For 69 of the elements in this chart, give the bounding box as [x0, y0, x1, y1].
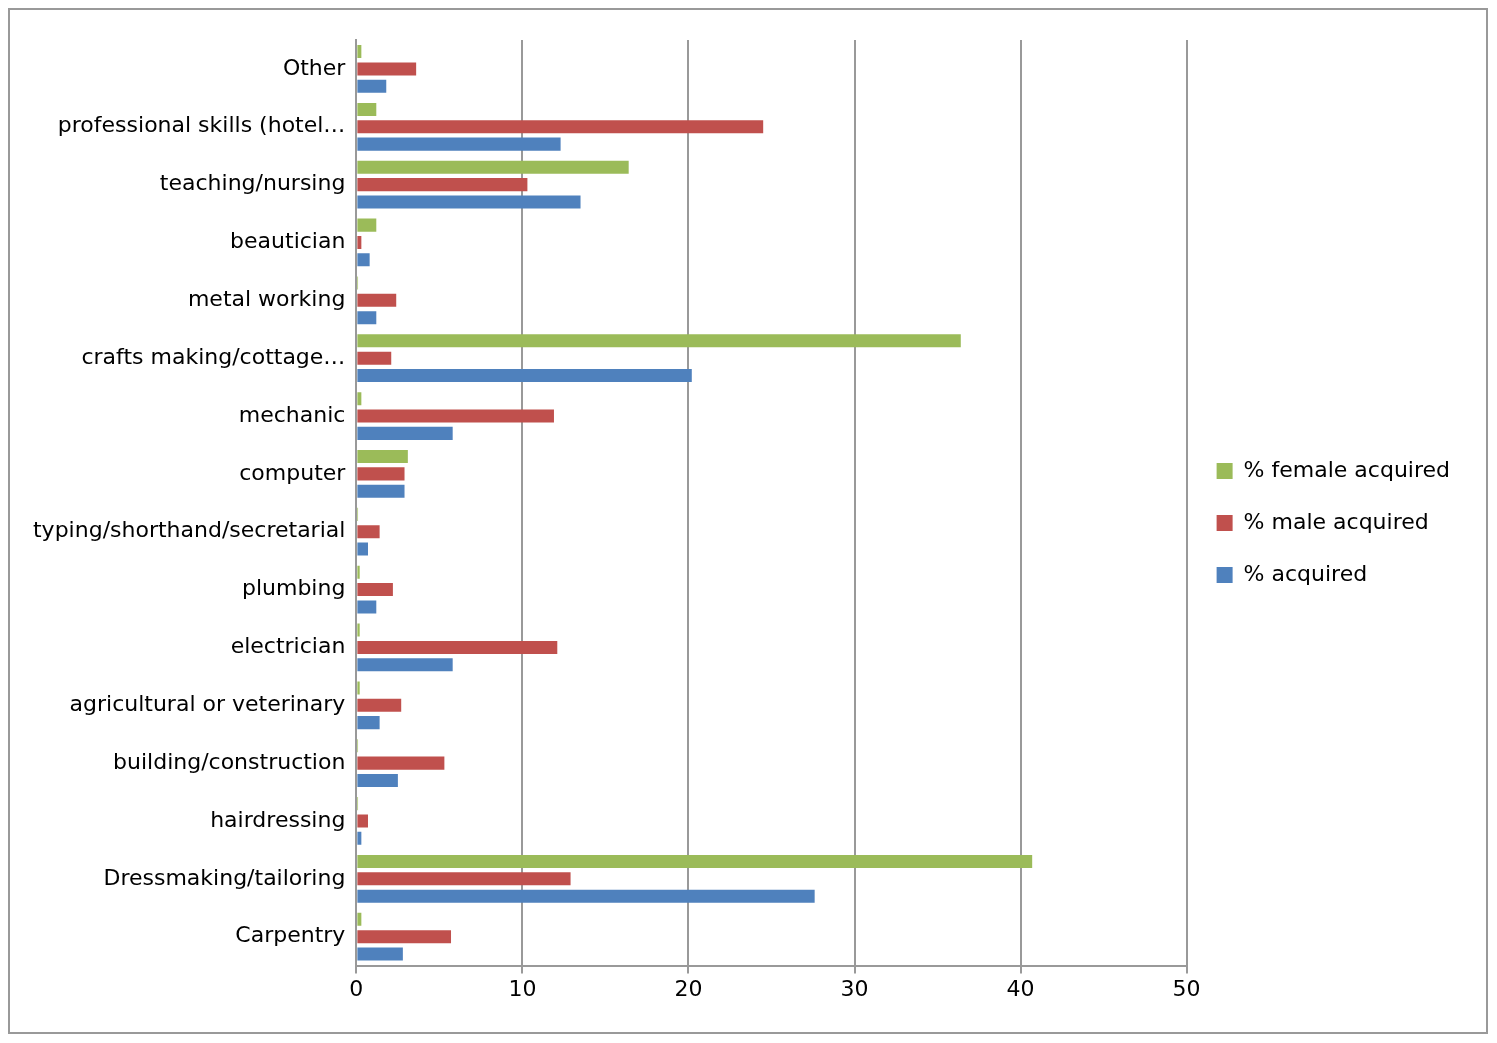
bar [357, 600, 377, 614]
bar [357, 930, 452, 944]
bar [357, 235, 362, 249]
bar [357, 311, 377, 325]
x-tick-label: 0 [349, 975, 364, 1001]
legend-label: % male acquired [1243, 508, 1429, 534]
y-tick-label: computer [239, 459, 347, 485]
bar [357, 542, 368, 556]
y-tick-label: crafts making/cottage… [81, 343, 346, 369]
bar [357, 218, 377, 232]
bar [357, 681, 360, 695]
y-tick-label: Other [282, 54, 347, 80]
bar [357, 409, 554, 423]
y-tick-label: teaching/nursing [159, 170, 346, 196]
bar [357, 525, 380, 539]
bar [357, 392, 362, 406]
bar [357, 253, 370, 267]
y-tick-label: agricultural or veterinary [69, 690, 346, 716]
y-tick-label: plumbing [241, 575, 346, 601]
bar [357, 773, 398, 787]
bar [357, 62, 417, 76]
y-tick-label: electrician [230, 633, 346, 659]
x-tick-label: 30 [840, 975, 869, 1001]
bar [357, 814, 368, 828]
legend-label: % female acquired [1243, 456, 1450, 482]
bar [357, 872, 571, 886]
y-tick-label: hairdressing [210, 806, 346, 832]
bar [357, 426, 453, 440]
bar [357, 640, 558, 654]
bar [357, 195, 581, 209]
y-tick-label: Dressmaking/tailoring [103, 864, 346, 890]
x-tick-label: 50 [1172, 975, 1201, 1001]
bar [357, 351, 392, 365]
y-tick-label: building/construction [113, 748, 346, 774]
bar [357, 484, 405, 498]
bar [357, 178, 528, 192]
bar [357, 45, 362, 59]
bar [357, 334, 961, 348]
y-tick-label: mechanic [238, 401, 346, 427]
bar [357, 583, 393, 597]
bar [357, 716, 380, 730]
legend-label: % acquired [1243, 560, 1368, 586]
bar [357, 137, 561, 151]
bar [357, 756, 445, 770]
bar [357, 831, 362, 845]
bar [357, 160, 629, 174]
bar [357, 623, 360, 637]
bar [357, 565, 360, 579]
bar [357, 102, 377, 116]
bar [357, 79, 387, 93]
bar [357, 947, 403, 961]
bar [357, 854, 1033, 868]
bar [357, 450, 408, 464]
bar [357, 698, 402, 712]
x-tick-label: 20 [674, 975, 703, 1001]
y-tick-label: typing/shorthand/secretarial [33, 517, 346, 543]
x-tick-label: 10 [508, 975, 537, 1001]
y-tick-label: beautician [230, 228, 346, 254]
y-tick-label: professional skills (hotel… [57, 112, 346, 138]
bar [357, 467, 405, 481]
bar [357, 293, 397, 307]
bar [357, 889, 815, 903]
bar [357, 912, 362, 926]
bar [357, 369, 692, 383]
bar [357, 120, 764, 134]
bar [357, 658, 453, 672]
y-tick-label: metal working [187, 286, 346, 312]
y-tick-label: Carpentry [235, 922, 346, 948]
x-tick-label: 40 [1006, 975, 1035, 1001]
